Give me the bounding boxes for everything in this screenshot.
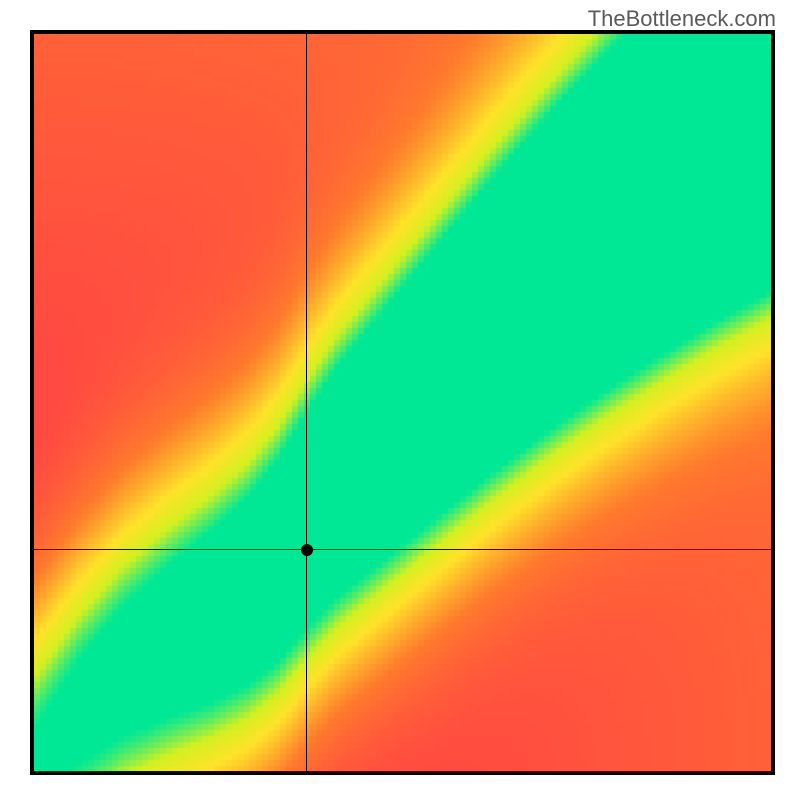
watermark-text: TheBottleneck.com	[588, 6, 776, 32]
crosshair-vertical	[306, 34, 307, 771]
crosshair-horizontal	[34, 549, 771, 550]
heatmap-canvas	[34, 34, 771, 771]
figure-container: TheBottleneck.com	[0, 0, 800, 800]
crosshair-marker	[301, 544, 313, 556]
